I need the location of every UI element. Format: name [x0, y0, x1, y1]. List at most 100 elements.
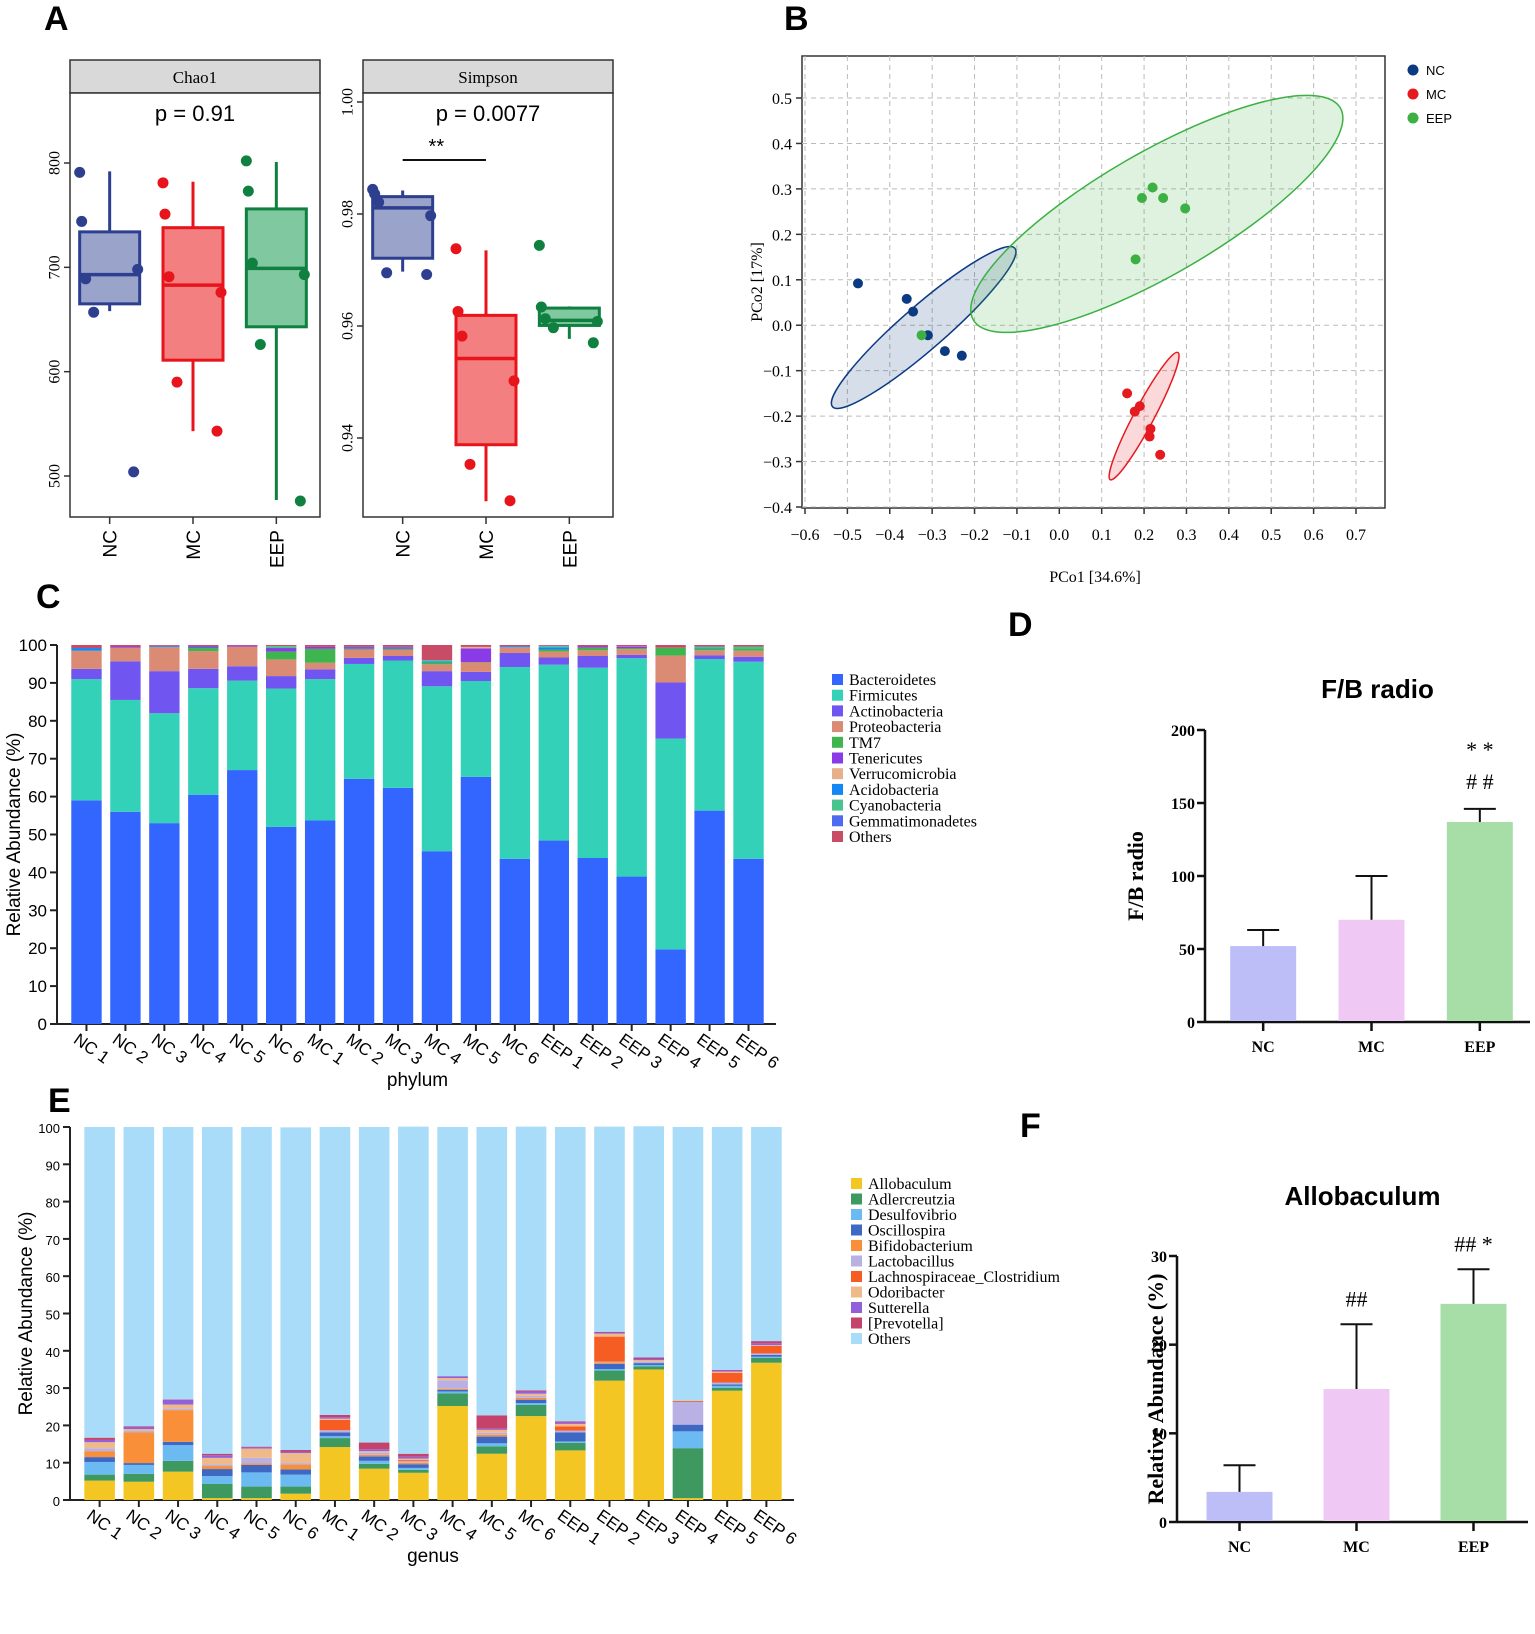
stacked-bar: [149, 645, 180, 1024]
legend-swatch: [832, 831, 843, 842]
bar-segment-actinobacteria: [577, 655, 608, 668]
data-point: [373, 196, 385, 208]
legend-swatch: [851, 1178, 862, 1189]
x-tick-label: NC 2: [109, 1030, 152, 1068]
x-tick-label: EEP 6: [750, 1506, 800, 1549]
y-tick-label: −0.4: [763, 500, 792, 517]
bar-segment-tm7: [304, 648, 336, 663]
pcoa-point-mc: [1134, 401, 1145, 412]
stacked-bar: [694, 645, 725, 1024]
x-axis-label: PCo1 [34.6%]: [1049, 569, 1141, 586]
y-tick-label: 0: [38, 1015, 47, 1034]
bar-segment-lactobacillus: [319, 1430, 351, 1433]
bar-segment-actinobacteria: [188, 668, 219, 689]
bar-segment-proteobacteria: [577, 650, 608, 656]
stacked-bar: [358, 1127, 390, 1500]
y-tick-label: 60: [28, 788, 47, 807]
bar-segment-cyanobacteria: [538, 646, 569, 648]
pcoa-point-mc: [1145, 423, 1156, 434]
bar-segment-odoribacter: [437, 1378, 468, 1381]
x-tick-label: NC 4: [201, 1506, 244, 1544]
bar-segment-sutterella: [554, 1422, 586, 1424]
bar-segment-firmicutes: [655, 738, 686, 950]
legend-swatch: [832, 815, 843, 827]
bar-segment--prevotella-: [319, 1414, 351, 1418]
bar-segment-others: [149, 645, 180, 646]
bar-segment-proteobacteria: [382, 649, 414, 656]
bar-segment--prevotella-: [594, 1331, 625, 1333]
bar-segment-others: [304, 645, 336, 647]
bar-segment-bacteroidetes: [733, 858, 764, 1024]
data-point: [246, 257, 258, 269]
bar-eep: [1446, 821, 1513, 1021]
legend-swatch: [832, 736, 843, 748]
bar-segment-others: [382, 645, 414, 647]
data-point: [215, 286, 227, 298]
bar-segment-actinobacteria: [538, 657, 569, 665]
bar-segment-others: [476, 1127, 508, 1416]
y-axis-label: PCo2 [17%]: [749, 242, 766, 322]
bar-segment-others: [751, 1127, 782, 1342]
bar-segment-gemmatimonadetes: [343, 646, 375, 649]
bar-segment-bifidobacterium: [162, 1410, 194, 1442]
stacked-bar: [71, 645, 102, 1024]
facet-strip: [362, 59, 614, 94]
x-tick-label: MC 5: [460, 1030, 504, 1069]
bar-segment-sutterella: [751, 1343, 782, 1346]
bar-segment-odoribacter: [162, 1404, 194, 1409]
legend-swatch: [851, 1240, 862, 1251]
bar-segment-oscillospira: [476, 1436, 508, 1444]
box-iqr: [161, 226, 225, 362]
bar-segment-tenericutes: [343, 648, 375, 649]
bar-segment-tm7: [382, 648, 414, 650]
stacked-bar: [733, 645, 764, 1024]
panel-label-c: C: [36, 578, 61, 616]
bar-segment-oscillospira: [594, 1363, 625, 1370]
x-tick-label: 0.4: [1219, 527, 1239, 544]
bar-segment-lactobacillus: [437, 1380, 468, 1389]
x-tick-label: MC 5: [476, 1506, 520, 1545]
data-point: [421, 268, 433, 280]
bar-segment-desulfovibrio: [280, 1474, 312, 1487]
data-point: [591, 316, 603, 328]
bar-nc: [1206, 1491, 1273, 1521]
legend-label: Verrucomicrobia: [849, 766, 957, 783]
x-tick-label: NC 6: [265, 1030, 308, 1068]
bar-segment--prevotella-: [201, 1453, 233, 1456]
bar-segment-sutterella: [123, 1426, 155, 1430]
bar-segment-oscillospira: [201, 1469, 233, 1477]
pcoa-point-eep: [1136, 192, 1147, 203]
bar-segment-odoribacter: [398, 1458, 429, 1461]
stacked-bar: [266, 645, 297, 1024]
legend-marker-mc: [1407, 88, 1419, 100]
bar-segment-sutterella: [437, 1376, 468, 1379]
y-tick-label: 0.3: [772, 182, 792, 199]
bar-segment-lactobacillus: [633, 1361, 665, 1364]
y-tick-label: 20: [46, 1419, 60, 1434]
bar-segment-others: [123, 1127, 155, 1427]
pcoa-point-nc: [956, 350, 967, 361]
stacked-bar: [382, 645, 414, 1024]
data-point: [504, 495, 516, 507]
bar-segment-others: [499, 645, 531, 647]
bar-segment-desulfovibrio: [633, 1364, 665, 1367]
bar-segment-allobaculum: [515, 1416, 547, 1500]
bar-segment-oscillospira: [241, 1464, 272, 1473]
bar-segment-adlercreutzia: [476, 1446, 508, 1454]
bar-segment-others: [280, 1127, 312, 1451]
bar-segment-others: [358, 1127, 390, 1443]
stacked-bar: [751, 1127, 782, 1500]
bar-segment--prevotella-: [711, 1369, 743, 1371]
x-tick-label: −0.4: [875, 527, 904, 544]
legend-swatch: [832, 783, 843, 795]
bar-segment-allobaculum: [123, 1481, 155, 1500]
y-tick-label: 10: [28, 977, 47, 996]
stacked-bar: [188, 645, 219, 1024]
legend-swatch: [832, 721, 843, 733]
x-tick-label: −0.1: [1002, 527, 1031, 544]
bar-segment-oscillospira: [162, 1441, 194, 1446]
data-point: [294, 495, 306, 507]
legend-label: Others: [868, 1331, 911, 1348]
bar-segment-proteobacteria: [655, 655, 686, 683]
